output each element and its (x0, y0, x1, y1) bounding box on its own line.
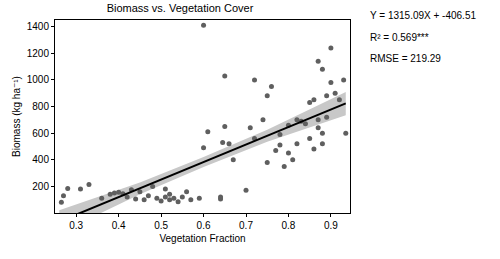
svg-text:0.3: 0.3 (69, 220, 83, 231)
svg-text:600: 600 (32, 128, 49, 139)
svg-text:Biomass (kg ha⁻¹): Biomass (kg ha⁻¹) (11, 76, 22, 157)
svg-text:Vegetation Fraction: Vegetation Fraction (159, 233, 245, 244)
svg-text:0.8: 0.8 (281, 220, 295, 231)
svg-text:Y = 1315.09X + -406.51: Y = 1315.09X + -406.51 (370, 10, 476, 21)
svg-text:400: 400 (32, 154, 49, 165)
svg-text:0.9: 0.9 (324, 220, 338, 231)
svg-text:RMSE = 219.29: RMSE = 219.29 (370, 53, 441, 64)
svg-text:R² = 0.569***: R² = 0.569*** (370, 32, 429, 43)
svg-text:200: 200 (32, 181, 49, 192)
svg-text:0.5: 0.5 (154, 220, 168, 231)
svg-text:0.7: 0.7 (239, 220, 253, 231)
svg-text:1400: 1400 (27, 21, 50, 32)
svg-text:1200: 1200 (27, 48, 50, 59)
svg-text:1000: 1000 (27, 74, 50, 85)
svg-text:800: 800 (32, 101, 49, 112)
svg-text:0.6: 0.6 (197, 220, 211, 231)
svg-text:Biomass vs. Vegetation Cover: Biomass vs. Vegetation Cover (107, 2, 254, 14)
svg-text:0.4: 0.4 (112, 220, 126, 231)
